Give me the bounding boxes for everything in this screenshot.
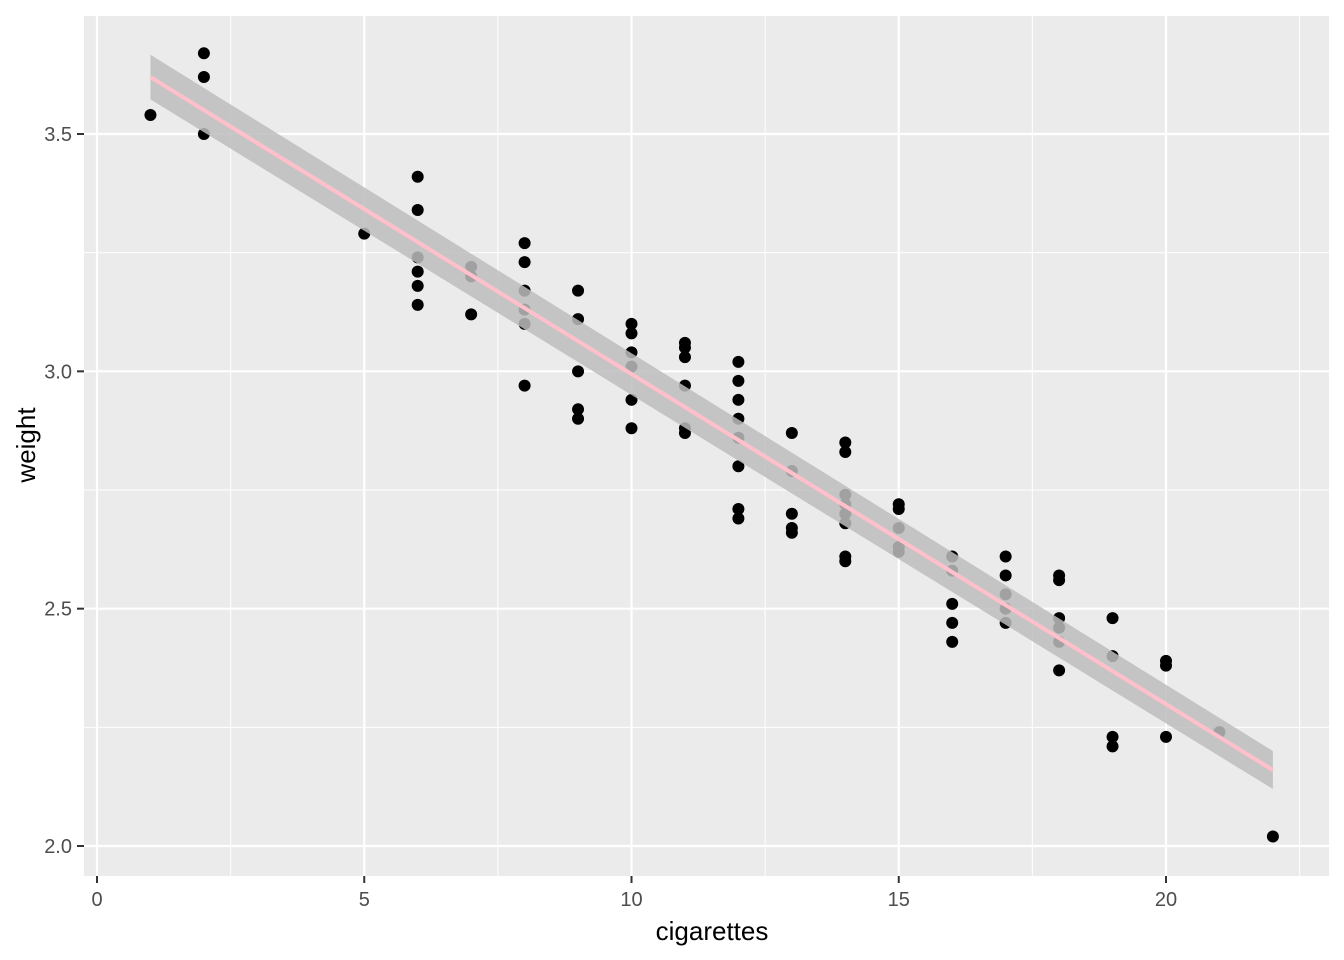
data-point [572, 365, 585, 378]
x-axis-title: cigarettes [656, 916, 769, 946]
y-axis-title: weight [11, 407, 41, 484]
data-point [411, 265, 424, 278]
data-point [732, 355, 745, 368]
data-point [1106, 612, 1119, 625]
data-point [839, 436, 852, 449]
data-point [892, 502, 905, 515]
data-point [678, 351, 691, 364]
data-point [732, 460, 745, 473]
data-point [839, 446, 852, 459]
data-point [572, 412, 585, 425]
data-point [1160, 730, 1172, 743]
data-point [732, 512, 745, 525]
data-point [1106, 730, 1119, 743]
x-tick-label: 15 [888, 889, 910, 911]
data-point [732, 374, 745, 387]
data-point [411, 279, 424, 292]
data-point [411, 203, 424, 216]
data-point [518, 256, 531, 269]
x-tick-label: 0 [91, 889, 102, 911]
data-point [1160, 659, 1172, 672]
x-axis: 0 5 10 15 20 [91, 876, 1177, 911]
data-point [197, 47, 210, 60]
data-point [518, 237, 531, 250]
y-tick-label: 2.5 [44, 599, 72, 621]
data-point [572, 403, 585, 416]
data-point [785, 507, 798, 520]
major-gridlines [84, 16, 1329, 876]
data-point [999, 550, 1012, 563]
data-point [465, 308, 478, 321]
data-point [144, 109, 157, 122]
x-tick-label: 20 [1155, 889, 1177, 911]
data-point [1106, 740, 1119, 753]
data-point [1053, 574, 1066, 587]
data-point [785, 526, 798, 539]
data-point [946, 616, 959, 629]
x-tick-label: 10 [620, 889, 642, 911]
data-point [625, 422, 638, 435]
data-point [625, 393, 638, 406]
data-point [946, 597, 959, 610]
fit-layer [149, 54, 1274, 790]
data-point [678, 341, 691, 354]
data-point [625, 327, 638, 340]
data-point [732, 502, 745, 515]
data-point [839, 555, 852, 568]
y-tick-label: 2.0 [44, 836, 72, 858]
data-point [1266, 830, 1279, 843]
data-point [999, 569, 1012, 582]
data-point [732, 393, 745, 406]
data-point [625, 317, 638, 330]
x-tick-label: 5 [359, 889, 370, 911]
data-point [785, 427, 798, 440]
data-point [572, 284, 585, 297]
data-point [518, 379, 531, 392]
data-point [197, 71, 210, 84]
data-point [1053, 664, 1066, 677]
data-point [411, 170, 424, 183]
data-point [946, 635, 959, 648]
regression-line [149, 75, 1274, 772]
data-point [678, 427, 691, 440]
y-tick-label: 3.0 [44, 361, 72, 383]
y-axis: 2.0 2.5 3.0 3.5 [44, 124, 84, 858]
data-point [411, 298, 424, 311]
y-tick-label: 3.5 [44, 124, 72, 146]
